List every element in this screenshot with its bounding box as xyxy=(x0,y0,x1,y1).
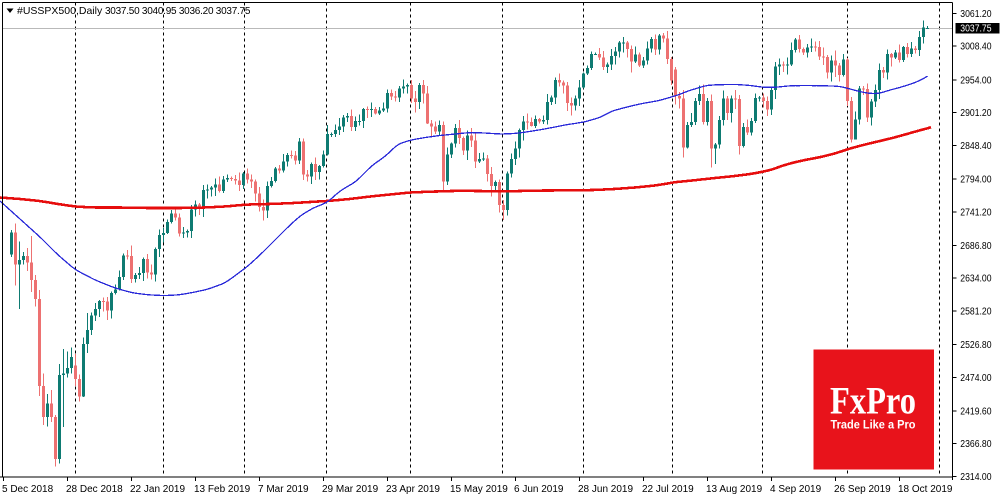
svg-text:2741.20: 2741.20 xyxy=(960,207,992,218)
svg-text:13 Aug 2019: 13 Aug 2019 xyxy=(706,484,763,495)
svg-text:2634.00: 2634.00 xyxy=(960,274,992,285)
svg-text:3037.50 3040.95 3036.20 3037.7: 3037.50 3040.95 3036.20 3037.75 xyxy=(105,6,251,17)
svg-text:5 Dec 2018: 5 Dec 2018 xyxy=(2,484,54,495)
svg-text:13 Feb 2019: 13 Feb 2019 xyxy=(194,484,251,495)
svg-text:2419.60: 2419.60 xyxy=(960,407,992,418)
svg-text:2474.00: 2474.00 xyxy=(960,373,992,384)
svg-text:23 Apr 2019: 23 Apr 2019 xyxy=(386,484,440,495)
svg-text:FxPro: FxPro xyxy=(830,380,916,423)
svg-text:2686.80: 2686.80 xyxy=(960,241,992,252)
svg-text:2314.00: 2314.00 xyxy=(960,472,992,483)
svg-text:28 Dec 2018: 28 Dec 2018 xyxy=(66,484,123,495)
svg-text:26 Sep 2019: 26 Sep 2019 xyxy=(834,484,891,495)
svg-text:3008.40: 3008.40 xyxy=(960,42,992,53)
svg-text:15 May 2019: 15 May 2019 xyxy=(450,484,508,495)
svg-text:2901.20: 2901.20 xyxy=(960,108,992,119)
svg-text:28 Jun 2019: 28 Jun 2019 xyxy=(578,484,633,495)
svg-text:2848.40: 2848.40 xyxy=(960,141,992,152)
svg-text:4 Sep 2019: 4 Sep 2019 xyxy=(770,484,822,495)
svg-text:2794.00: 2794.00 xyxy=(960,175,992,186)
svg-text:2526.80: 2526.80 xyxy=(960,340,992,351)
svg-text:6 Jun 2019: 6 Jun 2019 xyxy=(514,484,564,495)
svg-text:#USSPX500,Daily: #USSPX500,Daily xyxy=(17,5,103,17)
svg-text:7 Mar 2019: 7 Mar 2019 xyxy=(258,484,309,495)
svg-text:2366.80: 2366.80 xyxy=(960,439,992,450)
svg-text:2581.20: 2581.20 xyxy=(960,306,992,317)
svg-text:29 Mar 2019: 29 Mar 2019 xyxy=(322,484,379,495)
svg-text:22 Jan 2019: 22 Jan 2019 xyxy=(130,484,185,495)
svg-text:18 Oct 2019: 18 Oct 2019 xyxy=(898,484,953,495)
svg-text:Trade Like a Pro: Trade Like a Pro xyxy=(831,418,916,432)
svg-text:22 Jul 2019: 22 Jul 2019 xyxy=(642,484,694,495)
svg-text:3037.75: 3037.75 xyxy=(960,24,992,35)
svg-text:2954.00: 2954.00 xyxy=(960,75,992,86)
svg-text:3061.20: 3061.20 xyxy=(960,9,992,20)
